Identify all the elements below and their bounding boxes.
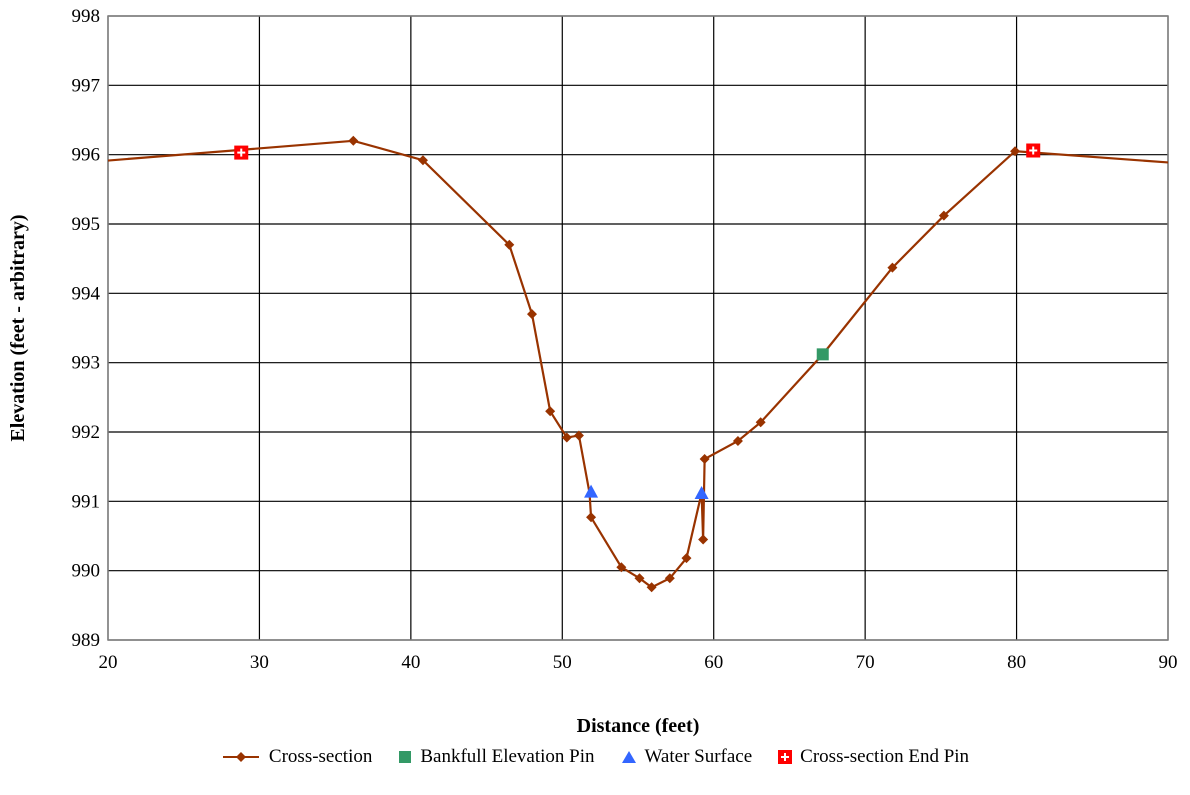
- cross-section-point: [561, 432, 572, 443]
- cross-section-point: [586, 512, 597, 523]
- legend-item-bankfull-pin: Bankfull Elevation Pin: [398, 746, 595, 768]
- cross-section-point: [681, 553, 692, 564]
- y-tick-label: 994: [72, 283, 101, 304]
- end-pin-point: [234, 145, 249, 160]
- x-axis-tick-labels: 20 30 40 50 60 70 80 90: [99, 652, 1178, 673]
- y-tick-label: 995: [72, 214, 101, 235]
- legend-item-end-pin: Cross-section End Pin: [778, 746, 969, 768]
- x-axis-title: Distance (feet): [577, 715, 700, 737]
- cross-section-point: [504, 239, 515, 250]
- y-tick-label: 997: [72, 75, 101, 96]
- cross-section-point: [634, 573, 645, 584]
- x-tick-label: 50: [553, 652, 572, 673]
- y-axis-tick-labels: 989 990 991 992 993 994 995 996 997 998: [72, 6, 101, 651]
- cross-section-point: [616, 562, 627, 573]
- cross-section-point: [573, 430, 584, 441]
- cross-square-icon: [778, 750, 793, 764]
- cross-section-point: [545, 406, 556, 417]
- cross-section-point: [887, 262, 898, 273]
- y-tick-label: 993: [72, 353, 101, 374]
- cross-section-chart: 989 990 991 992 993 994 995 996 997 998 20 30 40 50 6…: [7, 6, 1178, 737]
- legend-label: Bankfull Elevation Pin: [420, 746, 595, 767]
- y-tick-label: 998: [72, 6, 101, 27]
- x-tick-label: 90: [1159, 652, 1178, 673]
- x-tick-label: 60: [704, 652, 723, 673]
- bankfull-pin-point: [816, 348, 829, 361]
- square-icon: [399, 751, 412, 763]
- y-tick-label: 991: [72, 491, 101, 512]
- y-axis-title: Elevation (feet - arbitrary): [7, 214, 29, 441]
- legend-item-water-surface: Water Surface: [621, 746, 753, 768]
- series-layer: [108, 135, 1168, 593]
- x-tick-label: 80: [1007, 652, 1026, 673]
- legend-item-cross-section: Cross-section: [221, 746, 372, 768]
- cross-section-point: [417, 155, 428, 166]
- legend: Cross-section Bankfull Elevation Pin Wat…: [0, 740, 1190, 774]
- y-tick-label: 990: [72, 561, 101, 582]
- cross-section-point: [698, 534, 709, 545]
- x-tick-label: 30: [250, 652, 269, 673]
- cross-section-point: [732, 436, 743, 447]
- x-tick-label: 40: [401, 652, 420, 673]
- triangle-icon: [621, 751, 636, 763]
- end-pin-point: [1026, 143, 1041, 158]
- cross-section-point: [938, 210, 949, 221]
- cross-section-point: [646, 582, 657, 593]
- cross-section-point: [664, 573, 675, 584]
- cross-section-point: [755, 417, 766, 428]
- y-tick-label: 996: [72, 145, 101, 166]
- x-tick-label: 20: [99, 652, 118, 673]
- line-diamond-icon: [222, 752, 259, 762]
- water-surface-point: [694, 486, 709, 500]
- cross-section-point: [527, 309, 537, 320]
- cross-section-point: [1010, 146, 1021, 157]
- legend-label: Water Surface: [644, 746, 753, 767]
- y-tick-label: 989: [72, 630, 101, 651]
- cross-section-point: [699, 454, 710, 465]
- legend-label: Cross-section: [268, 746, 373, 767]
- grid-lines: [107, 15, 1169, 641]
- plot-area-frame: [107, 15, 1169, 641]
- x-tick-label: 70: [856, 652, 875, 673]
- cross-section-line: [108, 139, 1168, 589]
- cross-section-point: [348, 135, 359, 146]
- y-tick-label: 992: [72, 422, 101, 443]
- legend-label: Cross-section End Pin: [800, 746, 970, 767]
- water-surface-point: [584, 484, 599, 498]
